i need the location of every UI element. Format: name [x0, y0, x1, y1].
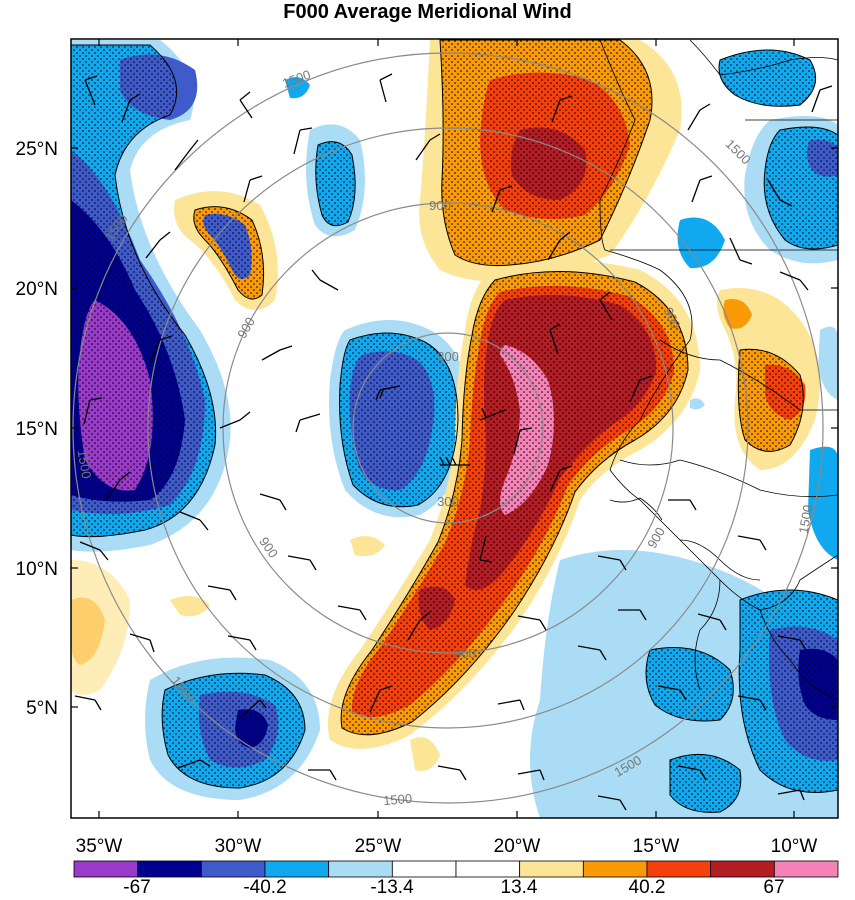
colorbar-label: 67: [763, 877, 784, 898]
colorbar-swatch: [200, 860, 266, 878]
ring-label: 1500: [796, 504, 816, 535]
colorbar-swatch: [710, 860, 775, 878]
colorbar: [73, 860, 839, 878]
longitude-labels: 35°W 30°W 25°W 20°W 15°W 10°W: [76, 836, 818, 857]
colorbar-swatch: [328, 860, 393, 878]
wind-barbs: [74, 73, 833, 811]
lon-label: 35°W: [76, 836, 123, 857]
lon-label: 20°W: [494, 836, 541, 857]
colorbar-swatch: [582, 860, 648, 878]
longitude-ticks: [98, 39, 795, 818]
colorbar-swatch: [773, 860, 839, 878]
colorbar-swatch: [264, 860, 330, 878]
map-title: F000 Average Meridional Wind: [283, 1, 572, 23]
lat-label: 20°N: [16, 279, 58, 300]
colorbar-label: -40.2: [243, 877, 286, 898]
ring-label: 300: [437, 494, 459, 509]
latitude-ticks: [71, 147, 838, 708]
lon-label: 15°W: [633, 836, 680, 857]
colorbar-label: 13.4: [501, 877, 538, 898]
ring-label: 1500: [75, 449, 95, 480]
colorbar-label: 40.2: [629, 877, 666, 898]
coastlines: [599, 39, 838, 701]
lon-label: 30°W: [215, 836, 262, 857]
lon-label: 10°W: [771, 836, 818, 857]
colorbar-swatch: [455, 860, 521, 878]
lat-label: 25°N: [16, 139, 58, 160]
ring-label: 900: [429, 198, 451, 213]
latitude-labels: 25°N 20°N 15°N 10°N 5°N: [16, 139, 58, 719]
ring-label: 1500: [383, 791, 413, 808]
lon-label: 25°W: [355, 836, 402, 857]
colorbar-swatch: [73, 860, 139, 878]
lat-label: 15°N: [16, 419, 58, 440]
colorbar-swatch: [137, 860, 202, 878]
colorbar-swatch: [519, 860, 584, 878]
colorbar-label: -67: [123, 877, 150, 898]
lat-label: 5°N: [26, 698, 58, 719]
colorbar-labels: -67 -40.2 -13.4 13.4 40.2 67: [123, 877, 784, 898]
colorbar-swatch: [391, 860, 457, 878]
colorbar-swatch: [646, 860, 712, 878]
lat-label: 10°N: [16, 559, 58, 580]
ring-label: 300: [437, 349, 459, 364]
ring-label: 900: [454, 646, 476, 661]
colorbar-label: -13.4: [370, 877, 414, 898]
